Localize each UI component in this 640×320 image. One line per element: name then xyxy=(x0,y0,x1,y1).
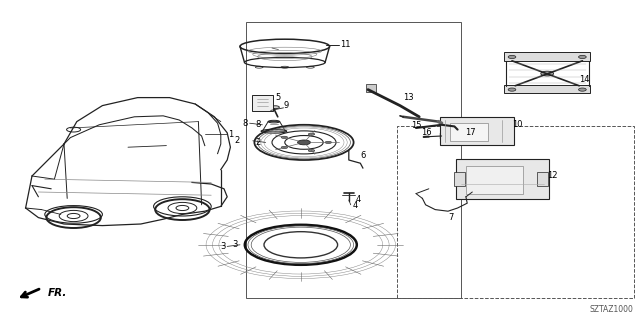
Ellipse shape xyxy=(579,88,586,91)
Text: 12: 12 xyxy=(547,172,557,180)
Text: 11: 11 xyxy=(340,40,351,49)
Text: 7: 7 xyxy=(448,213,453,222)
Ellipse shape xyxy=(541,71,554,76)
Ellipse shape xyxy=(281,136,287,139)
FancyBboxPatch shape xyxy=(466,166,523,194)
FancyBboxPatch shape xyxy=(440,117,514,145)
Text: 4: 4 xyxy=(353,201,358,210)
Text: 5: 5 xyxy=(275,93,280,102)
Text: 1: 1 xyxy=(228,130,234,139)
Text: 8: 8 xyxy=(256,120,261,129)
Ellipse shape xyxy=(579,55,586,59)
Ellipse shape xyxy=(281,146,287,148)
Text: 16: 16 xyxy=(421,128,432,137)
Bar xyxy=(246,22,461,298)
Ellipse shape xyxy=(508,55,516,59)
FancyBboxPatch shape xyxy=(504,52,590,61)
Text: FR.: FR. xyxy=(48,288,67,298)
Text: 4: 4 xyxy=(355,196,360,204)
Text: 17: 17 xyxy=(465,128,476,137)
Text: 8: 8 xyxy=(243,119,248,128)
Ellipse shape xyxy=(308,149,315,152)
Ellipse shape xyxy=(508,88,516,91)
Text: 3: 3 xyxy=(220,242,225,251)
FancyBboxPatch shape xyxy=(456,159,549,199)
FancyBboxPatch shape xyxy=(440,133,465,139)
FancyBboxPatch shape xyxy=(454,172,465,186)
Text: 3: 3 xyxy=(233,240,238,249)
Text: 2: 2 xyxy=(256,138,261,147)
FancyBboxPatch shape xyxy=(504,85,590,93)
Text: 10: 10 xyxy=(512,120,522,129)
Text: 13: 13 xyxy=(403,93,414,102)
Ellipse shape xyxy=(325,141,332,143)
Text: 15: 15 xyxy=(412,121,422,130)
Bar xyxy=(397,126,634,298)
FancyBboxPatch shape xyxy=(450,123,488,141)
Ellipse shape xyxy=(271,106,280,108)
Text: 6: 6 xyxy=(360,151,365,160)
Text: 9: 9 xyxy=(284,101,289,110)
Text: 14: 14 xyxy=(579,76,589,84)
Ellipse shape xyxy=(298,140,310,145)
FancyBboxPatch shape xyxy=(537,172,548,186)
FancyBboxPatch shape xyxy=(252,95,273,111)
Ellipse shape xyxy=(308,133,315,135)
Text: 2: 2 xyxy=(235,136,240,145)
Text: SZTAZ1000: SZTAZ1000 xyxy=(589,305,634,314)
FancyBboxPatch shape xyxy=(366,84,376,92)
